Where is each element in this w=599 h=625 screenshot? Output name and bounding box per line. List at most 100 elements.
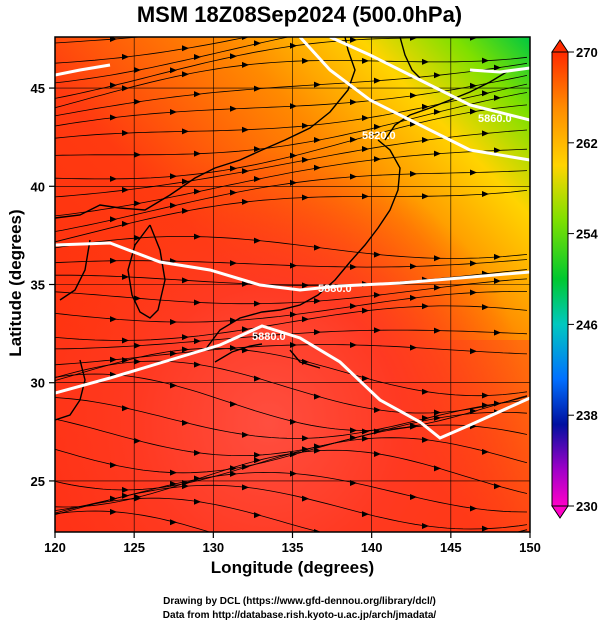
streamline-arrow [434, 284, 441, 291]
streamline-arrow [362, 193, 369, 200]
streamline-arrow [302, 495, 309, 502]
streamline-arrow [302, 435, 309, 442]
streamline-arrow [314, 298, 321, 305]
y-tick-label: 35 [31, 278, 45, 293]
streamline-arrow [230, 345, 237, 352]
streamline-arrow [134, 295, 141, 302]
streamline-arrow [374, 123, 381, 130]
streamline-arrow [254, 375, 261, 382]
streamline-arrow [134, 342, 141, 349]
streamline-arrow [302, 194, 309, 201]
streamline-arrow [254, 457, 261, 464]
streamline-arrow [290, 262, 297, 269]
streamline-arrow [182, 277, 189, 284]
streamline-arrow [122, 53, 129, 60]
streamline-arrow [362, 428, 369, 435]
streamline-arrow [134, 495, 141, 502]
streamline-arrow [374, 19, 381, 25]
streamline-arrow [290, 470, 297, 477]
streamline-arrow [170, 202, 177, 209]
streamline-arrow [242, 61, 249, 68]
streamline-arrow [482, 304, 489, 311]
streamline-arrow [254, 237, 261, 244]
streamline-arrow [254, 40, 261, 47]
streamline-arrow [290, 42, 297, 49]
streamline-arrow [494, 253, 501, 260]
streamline [55, 129, 528, 198]
streamline-arrow [110, 175, 117, 182]
y-tick-label: 25 [31, 474, 45, 489]
streamline-arrow [350, 99, 357, 106]
streamline-arrow [434, 255, 441, 262]
colorbar-tick-label: 230 [576, 499, 598, 514]
streamline [55, 92, 528, 156]
streamline-arrow [170, 67, 177, 74]
streamline-arrow [470, 260, 477, 267]
streamline-arrow [470, 37, 477, 41]
x-tick-label: 120 [44, 540, 66, 555]
x-axis-label: Longitude (degrees) [210, 558, 375, 577]
streamline-arrow [350, 427, 357, 434]
streamline-arrow [350, 173, 357, 180]
colorbar-scale [551, 51, 569, 507]
streamline-arrow [182, 45, 189, 52]
streamline-arrow [422, 137, 429, 144]
streamline-arrow [422, 303, 429, 310]
credit-drawing: Drawing by DCL (https://www.gfd-dennou.o… [163, 596, 436, 607]
streamline-arrow [254, 333, 261, 340]
streamline-arrow [110, 462, 117, 469]
y-tick-label: 40 [31, 179, 45, 194]
streamline-arrow [350, 479, 357, 486]
streamline-arrow [422, 0, 429, 6]
streamline-arrow [134, 66, 141, 73]
streamline-arrow [374, 451, 381, 458]
streamline-arrow [434, 150, 441, 157]
streamline-arrow [410, 344, 417, 351]
x-tick-label: 145 [440, 540, 462, 555]
streamline-arrow [410, 423, 417, 430]
streamline-arrow [194, 233, 201, 240]
coastlines [55, 37, 511, 421]
streamline [55, 360, 528, 414]
streamline-arrow [362, 10, 369, 16]
streamline-arrow [494, 12, 501, 18]
streamline-arrow [482, 402, 489, 409]
streamline-arrow [182, 71, 189, 78]
streamline-arrow [314, 164, 321, 171]
credit-data: Data from http://database.rish.kyoto-u.a… [162, 610, 437, 621]
streamline-arrow [302, 156, 309, 163]
contour-line [298, 37, 530, 162]
streamline [55, 37, 291, 84]
streamline-arrow [242, 326, 249, 333]
streamline-arrow [470, 169, 477, 176]
colorbar-tick-label: 246 [576, 317, 598, 332]
streamline-arrow [242, 463, 249, 470]
streamline-arrow [254, 452, 261, 459]
streamline-arrow [314, 81, 321, 88]
streamlines [55, 0, 528, 532]
streamline-arrow [110, 508, 117, 515]
streamline-arrow [422, 388, 429, 395]
streamline-arrow [194, 338, 201, 345]
streamline-arrow [410, 294, 417, 301]
streamline-arrow [362, 115, 369, 122]
streamline-arrow [470, 348, 477, 355]
streamline-arrow [122, 273, 129, 280]
y-axis-label: Latitude (degrees) [6, 209, 25, 357]
streamline [55, 148, 528, 217]
streamline-arrow [434, 108, 441, 115]
streamline-arrow [422, 58, 429, 65]
streamline-arrow [350, 136, 357, 143]
streamline-arrow [494, 94, 501, 101]
streamline-arrow [230, 189, 237, 196]
streamline-arrow [302, 57, 309, 64]
height-contours [55, 37, 530, 440]
streamline-arrow [470, 108, 477, 115]
streamline-arrow [482, 57, 489, 64]
streamline [55, 190, 528, 243]
x-tick-label: 125 [123, 540, 145, 555]
streamline-arrow [302, 122, 309, 129]
streamline-arrow [290, 103, 297, 110]
streamline-arrow [362, 511, 369, 518]
streamline-arrow [350, 264, 357, 271]
